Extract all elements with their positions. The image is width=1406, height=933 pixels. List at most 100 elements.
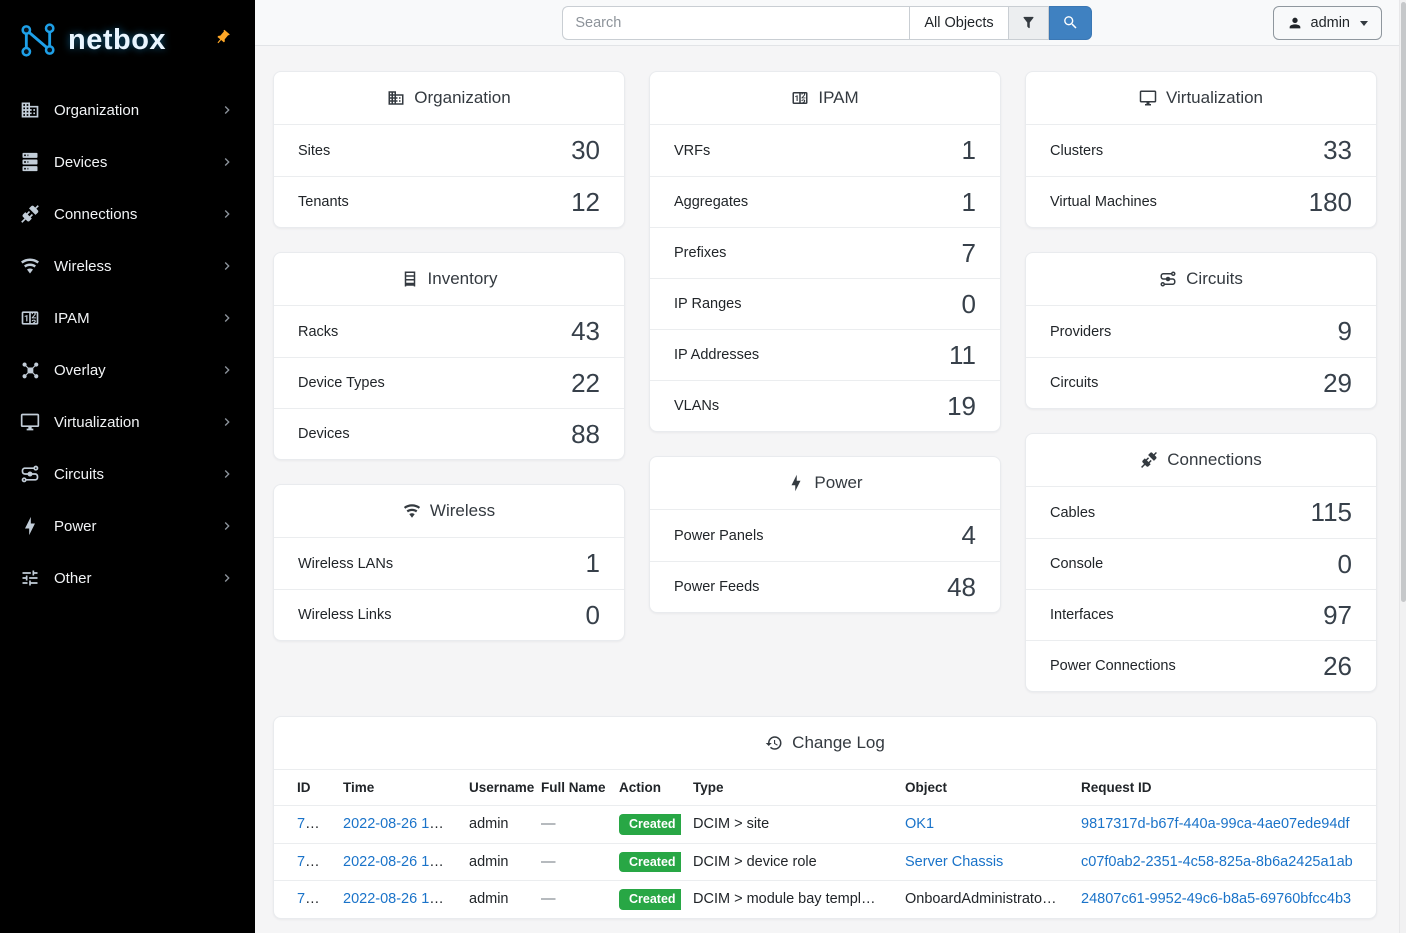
brand-link[interactable]: netbox [0,0,255,80]
counter-icon [791,89,809,107]
stat-row-interfaces[interactable]: Interfaces 97 [1026,589,1376,640]
sidebar-item-label: Virtualization [54,413,140,431]
stat-value: 1 [585,548,600,578]
stat-row-wireless-lans[interactable]: Wireless LANs 1 [274,538,624,589]
search-input[interactable] [562,5,910,40]
changelog-object-link[interactable]: Server Chassis [905,853,1004,870]
lightning-icon [787,474,805,492]
stat-value: 97 [1323,599,1352,630]
person-icon [1287,15,1303,31]
changelog-time-link[interactable]: 2022-08-26 14:17 [343,853,457,870]
changelog-request-id-link[interactable]: 24807c61-9952-49c6-b8a5-69760bfcc4b3 [1081,891,1352,908]
chevron-right-icon [219,206,235,222]
stat-row-vlans[interactable]: VLANs 19 [650,380,1000,431]
chevron-right-icon [219,414,235,430]
stat-label: Tenants [298,194,349,210]
dashboard-grid: Organization Sites 30 Tenants 12 [273,71,1377,692]
changelog-request-id-link[interactable]: c07f0ab2-2351-4c58-825a-8b6a2425a1ab [1081,853,1353,870]
changelog-id-link[interactable]: 754 [297,853,322,870]
sidebar-item-other[interactable]: Other [0,552,255,604]
wifi-icon [403,502,421,520]
stat-row-ip-addresses[interactable]: IP Addresses 11 [650,329,1000,380]
sidebar-item-ipam[interactable]: IPAM [0,292,255,344]
changelog-time-link[interactable]: 2022-08-26 14:22 [343,816,457,833]
stat-row-sites[interactable]: Sites 30 [274,125,624,176]
changelog-object-link[interactable]: OK1 [905,816,935,833]
object-type-value: All Objects [924,14,994,31]
stat-row-device-types[interactable]: Device Types 22 [274,357,624,408]
changelog-type: DCIM > site [681,805,893,843]
dashboard-column-2: IPAM VRFs 1 Aggregates 1 Prefixes 7 [649,71,1001,613]
stat-row-power-panels[interactable]: Power Panels 4 [650,510,1000,561]
stat-value: 88 [571,418,600,449]
stat-row-racks[interactable]: Racks 43 [274,306,624,357]
sidebar-nav: Organization Devices Connections Wireles… [0,80,255,608]
stat-value: 33 [1323,135,1352,165]
sidebar-item-devices[interactable]: Devices [0,136,255,188]
changelog-id-link[interactable]: 755 [297,816,322,833]
stat-row-vrfs[interactable]: VRFs 1 [650,125,1000,176]
stat-row-console[interactable]: Console 0 [1026,538,1376,589]
sidebar-item-circuits[interactable]: Circuits [0,448,255,500]
card-ipam: IPAM VRFs 1 Aggregates 1 Prefixes 7 [649,71,1001,432]
stat-row-power-feeds[interactable]: Power Feeds 48 [650,561,1000,612]
stat-row-ip-ranges[interactable]: IP Ranges 0 [650,278,1000,329]
stat-row-tenants[interactable]: Tenants 12 [274,176,624,227]
table-row: 753 2022-08-26 14:15 admin — Created DCI… [274,880,1376,918]
card-title: IPAM [818,88,859,107]
stat-row-power-connections[interactable]: Power Connections 26 [1026,640,1376,691]
sidebar-item-connections[interactable]: Connections [0,188,255,240]
changelog-username: admin [457,842,529,881]
sidebar-item-wireless[interactable]: Wireless [0,240,255,292]
sidebar-item-label: IPAM [54,309,90,327]
stat-row-providers[interactable]: Providers 9 [1026,306,1376,357]
stat-value: 48 [947,571,976,602]
stat-row-aggregates[interactable]: Aggregates 1 [650,176,1000,227]
filter-button[interactable] [1008,5,1049,40]
user-menu-button[interactable]: admin [1272,6,1382,40]
sidebar-item-power[interactable]: Power [0,500,255,552]
sidebar-item-virtualization[interactable]: Virtualization [0,396,255,448]
chevron-right-icon [219,154,235,170]
card-title: Organization [414,88,511,107]
stat-row-virtual-machines[interactable]: Virtual Machines 180 [1026,176,1376,227]
stat-row-cables[interactable]: Cables 115 [1026,487,1376,538]
monitor-icon [1139,89,1157,107]
chevron-right-icon [219,310,235,326]
scrollbar-thumb[interactable] [1401,2,1406,602]
changelog-type: DCIM > module bay template [681,880,893,918]
stat-label: VRFs [674,142,711,159]
sidebar-item-label: Organization [54,101,140,119]
card-title: Circuits [1186,269,1243,288]
stat-row-circuits[interactable]: Circuits 29 [1026,357,1376,408]
changelog-time-link[interactable]: 2022-08-26 14:15 [343,891,457,908]
stat-value: 9 [1337,316,1352,346]
changelog-request-id-link[interactable]: 9817317d-b67f-440a-99ca-4ae07ede94df [1081,816,1350,833]
sidebar-item-organization[interactable]: Organization [0,84,255,136]
sidebar-item-overlay[interactable]: Overlay [0,344,255,396]
card-circuits: Circuits Providers 9 Circuits 29 [1025,252,1377,409]
building-icon [387,89,405,107]
table-row: 754 2022-08-26 14:17 admin — Created DCI… [274,842,1376,881]
stat-row-prefixes[interactable]: Prefixes 7 [650,227,1000,278]
stat-row-devices[interactable]: Devices 88 [274,408,624,459]
stat-label: Prefixes [674,245,727,261]
dashboard-column-1: Organization Sites 30 Tenants 12 [273,71,625,641]
stat-row-wireless-links[interactable]: Wireless Links 0 [274,589,624,640]
search-button[interactable] [1048,5,1092,40]
pin-sidebar-icon[interactable] [211,26,235,50]
stat-label: Devices [298,426,350,442]
stat-row-clusters[interactable]: Clusters 33 [1026,125,1376,176]
monitor-icon [20,412,40,432]
rack-icon [401,270,419,288]
stat-label: Device Types [298,375,385,391]
stat-label: Console [1050,556,1104,572]
stat-label: IP Ranges [674,296,742,312]
col-header-id: ID [297,780,311,795]
search-group: All Objects [562,5,1092,40]
object-type-select[interactable]: All Objects [909,5,1009,40]
card-header: Inventory [274,253,624,306]
stat-label: Racks [298,323,339,340]
col-header-full-name: Full Name [541,780,606,795]
changelog-id-link[interactable]: 753 [297,891,322,908]
